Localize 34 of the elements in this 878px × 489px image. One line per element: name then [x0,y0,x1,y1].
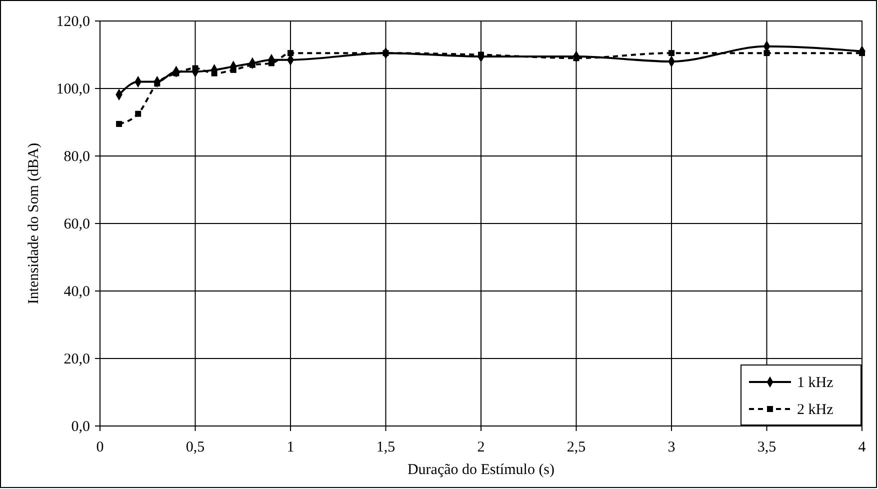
x-tick-label: 3,5 [757,440,776,456]
x-tick-label: 0 [96,440,104,456]
point [268,60,274,66]
point [573,55,580,62]
point [135,110,142,117]
y-tick-label: 0,0 [71,418,90,435]
point [668,50,674,56]
y-tick-label: 60,0 [64,216,90,232]
y-tick-label: 100,0 [56,81,90,98]
y-tick-label: 120,0 [56,14,90,30]
legend-label: 1 kHz [797,375,834,391]
point [859,50,865,56]
x-tick-label: 1,5 [376,440,396,456]
point [192,65,198,72]
y-axis-title: Intensidade do Som (dBA) [26,142,42,304]
point [382,50,389,56]
x-axis-title: Duração do Estímulo (s) [407,462,555,478]
point [211,70,218,76]
point [154,80,160,86]
x-tick-label: 2 [477,440,485,456]
x-tick-label: 2,5 [566,440,586,456]
point [230,66,236,73]
y-tick-label: 80,0 [64,148,90,165]
x-tick-label: 3 [668,440,676,456]
point [764,50,770,56]
legend-label: 2 kHz [797,402,834,418]
x-tick-label: 1 [286,440,294,456]
point [116,120,122,127]
y-tick-label: 20,0 [64,351,90,368]
y-tick-label: 40,0 [64,284,90,300]
x-tick-label: 0,5 [186,440,205,456]
x-tick-label: 4 [858,440,866,456]
point [478,52,484,58]
point [288,50,294,56]
